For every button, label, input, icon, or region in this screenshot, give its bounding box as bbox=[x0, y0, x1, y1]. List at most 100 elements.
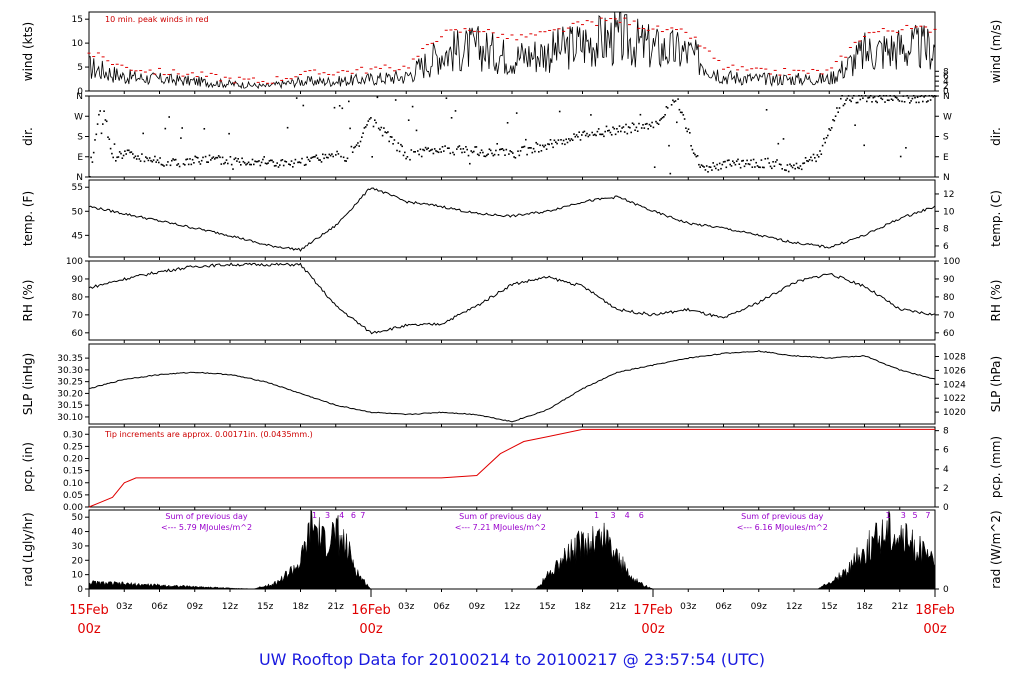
dir-point bbox=[129, 151, 131, 154]
wind-ytick-right-label: 6 bbox=[943, 72, 949, 82]
dir-point bbox=[466, 148, 468, 151]
dir-point bbox=[648, 123, 651, 126]
dir-point bbox=[495, 149, 497, 152]
dir-point bbox=[555, 141, 557, 143]
dir-point bbox=[504, 154, 506, 156]
dir-ytick-label: E bbox=[77, 153, 83, 163]
dir-point bbox=[568, 138, 570, 140]
dir-point bbox=[91, 161, 94, 163]
dir-point bbox=[253, 163, 255, 166]
dir-point bbox=[439, 148, 441, 150]
x-day-hour: 00z bbox=[359, 622, 383, 637]
dir-point bbox=[336, 150, 338, 153]
dir-point bbox=[104, 119, 107, 121]
dir-point bbox=[896, 97, 898, 99]
x-day-date: 16Feb bbox=[351, 603, 391, 618]
dir-point bbox=[428, 150, 431, 152]
dir-point bbox=[756, 165, 759, 167]
wind-ytick-label: 10 bbox=[72, 39, 84, 49]
dir-point bbox=[708, 166, 711, 168]
pcp-ytick-label: 0.25 bbox=[63, 442, 83, 452]
temp-ytick-right-label: 10 bbox=[943, 207, 955, 217]
dir-point bbox=[370, 117, 372, 119]
dir-point bbox=[925, 101, 928, 103]
dir-point bbox=[866, 100, 868, 103]
dir-point bbox=[601, 133, 604, 136]
dir-point bbox=[137, 155, 139, 157]
dir-point bbox=[643, 127, 646, 129]
dir-point bbox=[548, 143, 550, 146]
dir-point bbox=[387, 131, 389, 133]
rh-ylabel: RH (%) bbox=[21, 280, 35, 322]
dir-point bbox=[329, 154, 332, 157]
dir-point bbox=[687, 128, 690, 130]
dir-point bbox=[833, 119, 836, 122]
dir-point bbox=[450, 117, 453, 119]
dir-point bbox=[594, 133, 596, 136]
wind-ytick-right-label: 0 bbox=[943, 87, 949, 97]
dir-point bbox=[890, 98, 893, 100]
dir-point bbox=[864, 95, 867, 97]
dir-point bbox=[686, 130, 688, 133]
dir-point bbox=[400, 143, 402, 146]
dir-point bbox=[889, 95, 891, 97]
dir-point bbox=[98, 113, 100, 116]
dir-point bbox=[929, 99, 932, 101]
dir-point bbox=[765, 109, 768, 111]
dir-point bbox=[877, 95, 880, 98]
dir-point bbox=[692, 152, 695, 154]
dir-point bbox=[787, 170, 790, 173]
dir-point bbox=[164, 127, 167, 130]
dir-point bbox=[471, 151, 474, 154]
dir-ytick-right-label: N bbox=[943, 92, 950, 102]
x-hour-label: 06z bbox=[433, 602, 449, 612]
dir-point bbox=[213, 158, 216, 160]
dir-point bbox=[177, 163, 180, 165]
dir-point bbox=[277, 166, 280, 168]
dir-point bbox=[292, 166, 294, 168]
dir-point bbox=[903, 101, 906, 103]
dir-point bbox=[341, 107, 344, 110]
dir-point bbox=[111, 152, 113, 155]
dir-point bbox=[663, 116, 665, 118]
dir-point bbox=[531, 151, 534, 154]
dir-point bbox=[677, 98, 679, 100]
dir-point bbox=[512, 152, 514, 154]
slp-ytick-label: 30.35 bbox=[57, 354, 83, 364]
dir-point bbox=[777, 142, 780, 145]
dir-point bbox=[385, 132, 388, 134]
dir-point bbox=[664, 114, 666, 116]
dir-point bbox=[184, 164, 186, 166]
dir-point bbox=[433, 148, 436, 150]
dir-point bbox=[551, 142, 553, 145]
dir-point bbox=[838, 107, 841, 109]
dir-point bbox=[159, 157, 161, 159]
dir-point bbox=[540, 150, 543, 152]
dir-point bbox=[368, 118, 371, 120]
dir-point bbox=[763, 166, 765, 169]
dir-point bbox=[634, 129, 636, 131]
dir-point bbox=[113, 143, 116, 145]
dir-point bbox=[810, 156, 812, 159]
dir-point bbox=[260, 161, 263, 164]
dir-point bbox=[571, 139, 574, 141]
dir-point bbox=[510, 151, 513, 153]
pcp-frame bbox=[88, 426, 936, 508]
dir-point bbox=[872, 96, 875, 99]
dir-point bbox=[631, 122, 634, 124]
dir-point bbox=[644, 123, 647, 125]
dir-point bbox=[228, 132, 230, 135]
dir-point bbox=[916, 96, 919, 98]
x-hour-label: 21z bbox=[610, 602, 626, 612]
dir-point bbox=[380, 126, 383, 129]
dir-point bbox=[475, 146, 478, 148]
dir-point bbox=[267, 162, 269, 164]
dir-point bbox=[526, 153, 528, 156]
dir-point bbox=[354, 145, 357, 148]
rad-hour-mark: 1 bbox=[312, 511, 317, 520]
x-hour-label: 12z bbox=[504, 602, 520, 612]
dir-point bbox=[858, 95, 860, 97]
dir-point bbox=[417, 150, 419, 152]
dir-point bbox=[168, 116, 170, 118]
dir-point bbox=[882, 95, 885, 97]
